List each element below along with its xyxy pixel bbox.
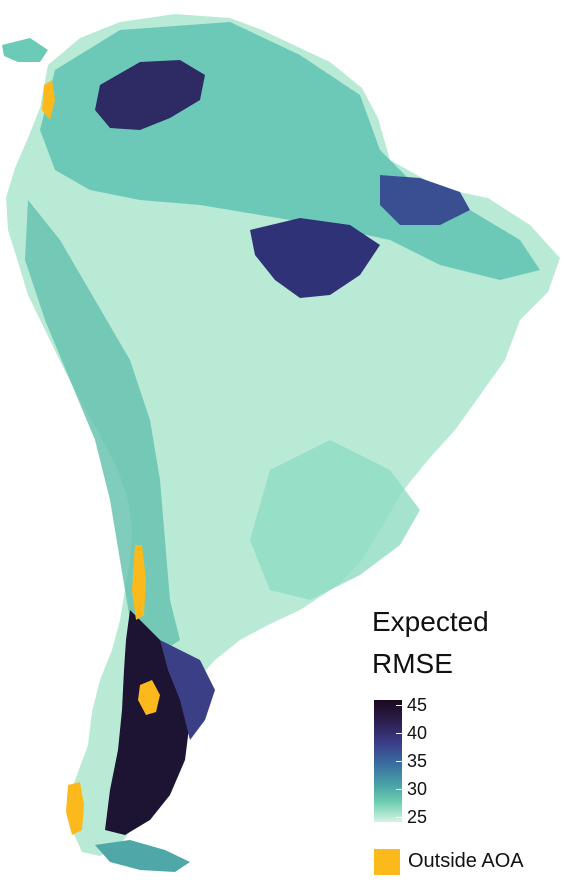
- legend-title-line2: RMSE: [372, 648, 453, 679]
- rmse-zone-high-patagonia-edge: [160, 640, 215, 740]
- tierra-del-fuego: [95, 840, 190, 872]
- colorbar-tickmark: [396, 733, 402, 734]
- legend-title-line1: Expected: [372, 606, 489, 637]
- colorbar-tick-label: 30: [407, 779, 428, 799]
- colorbar-tick-label: 40: [407, 723, 428, 743]
- colorbar-tick-label: 25: [407, 807, 428, 827]
- outside-aoa-patch-north: [42, 80, 55, 120]
- colorbar-tickmark: [396, 817, 402, 818]
- outside-aoa-swatch: [374, 849, 400, 875]
- rmse-zone-mid-southeast: [250, 440, 420, 600]
- outside-aoa-patch-south: [66, 782, 84, 835]
- colorbar-tickmark: [396, 705, 402, 706]
- colorbar-tickmark: [396, 761, 402, 762]
- colorbar-tick-label: 35: [407, 751, 428, 771]
- colorbar-tickmark: [396, 789, 402, 790]
- rmse-zone-high-northeast: [380, 175, 470, 225]
- colorbar-tick-label: 45: [407, 695, 428, 715]
- caribbean-fringe: [2, 38, 48, 62]
- outside-aoa-patch-patagonia: [138, 680, 160, 715]
- rmse-zone-high-north: [95, 60, 205, 130]
- outside-aoa-patch-andes: [132, 545, 146, 620]
- rmse-zone-high-amazon: [250, 218, 380, 298]
- outside-aoa-label: Outside AOA: [408, 850, 524, 872]
